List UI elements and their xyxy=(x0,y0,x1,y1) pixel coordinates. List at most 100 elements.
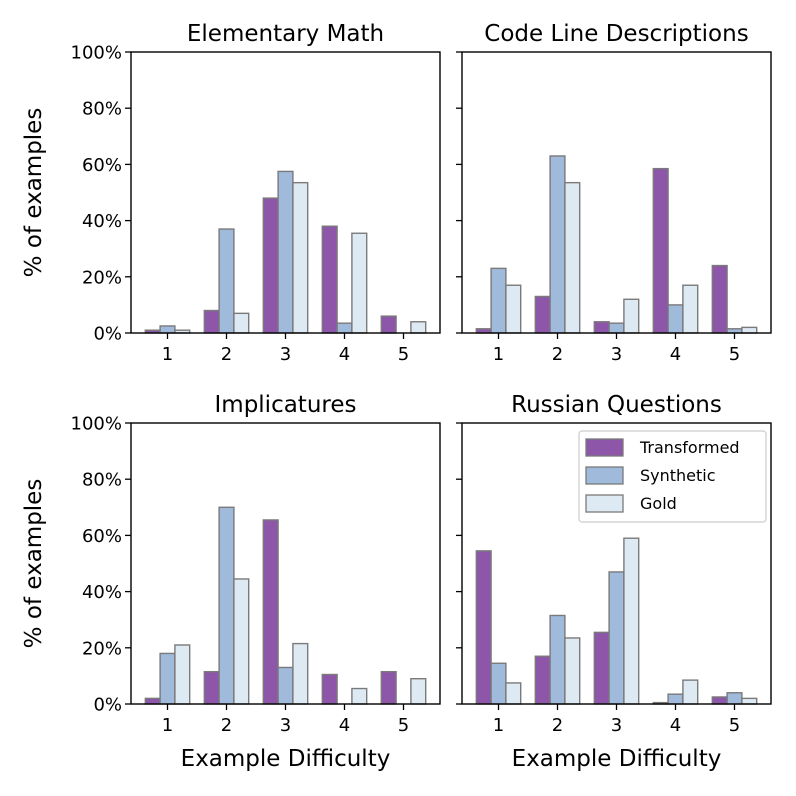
y-tick-label: 60% xyxy=(82,526,122,547)
bar-synthetic-3 xyxy=(277,666,294,705)
legend-swatch-synthetic xyxy=(585,466,624,485)
x-tick-label: 2 xyxy=(552,344,563,365)
bar-gold-5 xyxy=(410,321,427,334)
panel-1: Elementary Math 0% 20% 40% 60% 80% 100% 1 2 3 4 5 % … xyxy=(21,21,441,365)
bar-gold-1 xyxy=(505,682,522,705)
bar-synthetic-1 xyxy=(159,652,176,705)
panel-3: Implicatures 0% 20% 40% 60% 80% 100% 1 2 3 4 5 % of … xyxy=(21,392,441,772)
x-tick-label: 3 xyxy=(280,715,291,736)
bar-gold-2 xyxy=(564,637,581,705)
bar-gold-4 xyxy=(682,284,699,334)
y-tick-label: 40% xyxy=(82,211,122,232)
bar-synthetic-5 xyxy=(726,692,743,705)
bars xyxy=(144,506,427,705)
x-tick-label: 2 xyxy=(221,715,232,736)
x-tick-label: 2 xyxy=(552,715,563,736)
bar-transformed-4 xyxy=(652,167,669,334)
panel-title: Code Line Descriptions xyxy=(484,21,748,47)
legend-label-synthetic: Synthetic xyxy=(640,466,716,485)
y-tick-label: 0% xyxy=(93,695,122,716)
x-tick-label: 3 xyxy=(611,344,622,365)
x-tick-label: 3 xyxy=(611,715,622,736)
x-tick-label: 3 xyxy=(280,344,291,365)
bars xyxy=(475,155,758,334)
bar-synthetic-4 xyxy=(667,693,684,705)
bar-transformed-4 xyxy=(321,673,338,705)
bar-synthetic-1 xyxy=(490,267,507,334)
bar-transformed-3 xyxy=(262,519,279,705)
x-tick-label: 5 xyxy=(398,715,409,736)
bar-transformed-2 xyxy=(203,670,220,705)
legend-swatch-transformed xyxy=(585,438,624,457)
bar-gold-5 xyxy=(741,326,758,334)
bar-gold-2 xyxy=(564,181,581,334)
bar-transformed-5 xyxy=(711,696,728,705)
y-axis-label: % of examples xyxy=(21,108,47,278)
x-tick-label: 2 xyxy=(221,344,232,365)
bar-synthetic-3 xyxy=(608,571,625,705)
y-tick-label: 100% xyxy=(71,43,122,64)
bar-transformed-2 xyxy=(534,295,551,334)
bar-transformed-3 xyxy=(593,321,610,334)
bar-gold-1 xyxy=(505,284,522,334)
bar-synthetic-1 xyxy=(490,662,507,705)
bar-transformed-3 xyxy=(262,197,279,334)
bar-transformed-3 xyxy=(593,631,610,705)
x-axis-label: Example Difficulty xyxy=(181,746,391,772)
x-tick-label: 4 xyxy=(670,715,681,736)
y-axis-label: % of examples xyxy=(21,479,47,649)
x-tick-label: 4 xyxy=(339,715,350,736)
x-tick-label: 5 xyxy=(398,344,409,365)
bar-synthetic-2 xyxy=(549,614,566,705)
bar-gold-1 xyxy=(174,644,191,705)
panel-4: Russian Questions 1 2 3 4 5 Example Difficulty xyxy=(456,392,772,772)
bar-gold-3 xyxy=(292,181,309,334)
bar-gold-2 xyxy=(233,578,250,705)
bar-synthetic-3 xyxy=(277,170,294,334)
bar-transformed-5 xyxy=(711,264,728,334)
panel-2: Code Line Descriptions 1 2 3 4 5 xyxy=(456,21,772,365)
y-tick-label: 20% xyxy=(82,638,122,659)
y-tick-label: 20% xyxy=(82,267,122,288)
bar-transformed-5 xyxy=(380,315,397,334)
bar-transformed-1 xyxy=(144,697,161,705)
panel-title: Elementary Math xyxy=(187,21,384,47)
y-tick-label: 80% xyxy=(82,99,122,120)
panel-title: Russian Questions xyxy=(511,392,722,418)
panel-title: Implicatures xyxy=(215,392,357,418)
x-tick-label: 4 xyxy=(339,344,350,365)
bar-transformed-2 xyxy=(203,309,220,334)
bar-gold-5 xyxy=(741,697,758,705)
x-tick-label: 5 xyxy=(729,344,740,365)
legend-box xyxy=(578,430,767,523)
bars xyxy=(475,537,758,705)
x-tick-label: 1 xyxy=(493,715,504,736)
bar-synthetic-2 xyxy=(549,155,566,334)
bar-synthetic-1 xyxy=(159,325,176,334)
bars xyxy=(144,170,427,334)
y-tick-label: 0% xyxy=(93,324,122,345)
bar-gold-2 xyxy=(233,312,250,334)
legend-label-transformed: Transformed xyxy=(639,438,740,457)
x-tick-label: 1 xyxy=(162,344,173,365)
legend: Transformed Synthetic Gold xyxy=(578,430,767,523)
y-tick-label: 100% xyxy=(71,414,122,435)
bar-synthetic-4 xyxy=(336,322,353,334)
legend-swatch-gold xyxy=(585,494,624,513)
x-tick-label: 1 xyxy=(493,344,504,365)
x-tick-label: 4 xyxy=(670,344,681,365)
bar-transformed-5 xyxy=(380,670,397,705)
bar-gold-5 xyxy=(410,678,427,705)
legend-label-gold: Gold xyxy=(640,494,677,513)
x-tick-label: 1 xyxy=(162,715,173,736)
bar-transformed-1 xyxy=(475,550,492,705)
bar-synthetic-4 xyxy=(667,304,684,334)
y-tick-label: 40% xyxy=(82,582,122,603)
bar-gold-3 xyxy=(623,298,640,334)
bar-transformed-4 xyxy=(321,225,338,334)
bar-gold-3 xyxy=(623,537,640,705)
bar-synthetic-2 xyxy=(218,506,235,705)
bar-gold-4 xyxy=(682,679,699,705)
bar-synthetic-2 xyxy=(218,228,235,334)
